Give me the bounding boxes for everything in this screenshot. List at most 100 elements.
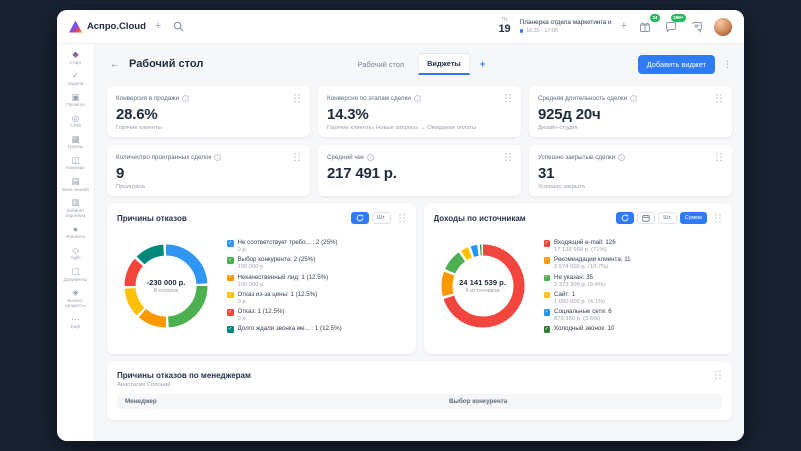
sidebar-item-label: Проекты [66, 102, 84, 107]
chart-title: Доходы по источникам [434, 214, 613, 223]
column-manager[interactable]: Менеджер [125, 398, 449, 405]
sidebar-item-partner[interactable]: ▥Кабинет партнера [57, 195, 94, 221]
kebab-menu-icon[interactable]: ⋮ [723, 59, 732, 70]
drag-handle-icon[interactable] [715, 152, 723, 162]
app-body: ◆Старт✓Задачи▣Проекты◎CRM▦Группы◫Команда… [57, 44, 744, 441]
drag-handle-icon[interactable] [504, 93, 512, 103]
sum-toggle[interactable]: Сумма [680, 212, 707, 224]
legend-checkbox[interactable]: ✓ [544, 326, 551, 333]
drag-handle-icon[interactable] [714, 213, 722, 223]
legend-checkbox[interactable]: ✓ [544, 240, 551, 247]
info-icon[interactable]: i [214, 154, 221, 161]
drag-handle-icon[interactable] [504, 152, 512, 162]
legend-item[interactable]: ✓Некачественный лид: 1 (12.5%)100 000 р. [227, 274, 406, 288]
legend-checkbox[interactable]: ✓ [227, 326, 234, 333]
legend-texts: Выбор конкурента: 2 (25%)100 000 р. [238, 256, 316, 270]
sidebar-item-label: Команда [66, 165, 85, 170]
sidebar-item-team[interactable]: ◫Команда [57, 153, 94, 174]
calendar-date[interactable]: Пт 19 [498, 18, 510, 35]
sidebar-item-crm[interactable]: ◎CRM [57, 110, 94, 131]
legend-item[interactable]: ✓Сайт: 11 000 000 р. (4.1%) [544, 291, 723, 305]
add-widget-button[interactable]: Добавить виджет [638, 55, 715, 74]
count-toggle[interactable]: Шт. [658, 212, 676, 224]
legend-checkbox[interactable]: ✓ [544, 292, 551, 299]
legend-checkbox[interactable]: ✓ [544, 257, 551, 264]
info-icon[interactable]: i [618, 154, 625, 161]
comment-icon[interactable] [688, 18, 705, 35]
legend-checkbox[interactable]: ✓ [544, 275, 551, 282]
stat-widget-title: Успешно закрытые сделки [538, 154, 615, 161]
stat-widget-title: Конверсия в продажи [116, 95, 179, 102]
sidebar-item-finance[interactable]: ●Финансы [57, 222, 94, 243]
documents-icon: ▢ [71, 267, 79, 276]
tab-add-button[interactable]: + [480, 59, 486, 70]
legend-checkbox[interactable]: ✓ [227, 292, 234, 299]
sidebar-item-more[interactable]: ⋯Ещё [57, 311, 94, 332]
brand[interactable]: Аспро.Cloud [69, 21, 146, 33]
sidebar-item-label: Задачи [68, 81, 83, 86]
sidebar-item-processes[interactable]: ◈Бизнес-процессы [57, 285, 94, 311]
managers-filter[interactable]: Анастасия Солонай [117, 382, 722, 388]
legend-item[interactable]: ✓Рекомендации клиента: 112 574 000 р. (1… [544, 256, 723, 270]
legend-checkbox[interactable]: ✓ [227, 275, 234, 282]
sidebar-item-label: Финансы [66, 234, 85, 239]
chat-icon[interactable]: 299+ [662, 18, 679, 35]
refresh-toggle[interactable] [616, 212, 634, 224]
gift-icon[interactable]: 24 [636, 18, 653, 35]
legend-texts: Отказ: 1 (12.5%)0 р. [238, 308, 285, 322]
quick-create-button[interactable]: + [155, 21, 161, 32]
sidebar-item-projects[interactable]: ▣Проекты [57, 89, 94, 110]
stat-widget-header: Количество проигранных сделокi [116, 152, 301, 162]
sidebar-item-tasks[interactable]: ✓Задачи [57, 68, 94, 89]
stat-widget-value: 28.6% [116, 106, 301, 123]
back-button[interactable]: ← [107, 56, 123, 72]
stat-widget-value: 217 491 р. [327, 165, 512, 182]
sidebar-item-start[interactable]: ◆Старт [57, 47, 94, 68]
drag-handle-icon[interactable] [715, 93, 723, 103]
legend-item[interactable]: ✓ Выбор конкурента: 2 (25%)100 000 р. [227, 256, 406, 270]
legend-item[interactable]: ✓Не указан: 352 273 300 р. (9.4%) [544, 274, 723, 288]
legend-item[interactable]: ✓Не соответствует требо... : 2 (25%)0 р. [227, 239, 406, 253]
drag-handle-icon[interactable] [714, 370, 722, 380]
sidebar-item-documents[interactable]: ▢Документы [57, 264, 94, 285]
legend-item[interactable]: ✓Социальные сети: 6879 350 р. (3.6%) [544, 308, 723, 322]
user-avatar[interactable] [714, 18, 732, 36]
tab-desktop[interactable]: Рабочий стол [354, 55, 408, 74]
page-header: ← Рабочий стол Рабочий стол Виджеты + До… [107, 46, 732, 82]
count-toggle[interactable]: Шт. [372, 212, 390, 224]
legend-checkbox[interactable]: ✓ [227, 257, 234, 264]
knowledge-icon: ▤ [71, 177, 79, 186]
legend-label: Сайт: 1 [554, 291, 605, 298]
legend-sublabel: 0 р. [238, 247, 338, 253]
sidebar-item-groups[interactable]: ▦Группы [57, 132, 94, 153]
drag-handle-icon[interactable] [293, 152, 301, 162]
legend-item[interactable]: ✓ Отказ: 1 (12.5%)0 р. [227, 308, 406, 322]
drag-handle-icon[interactable] [398, 213, 406, 223]
donut-chart: -230 000 р. 8 отказов [117, 237, 215, 335]
drag-handle-icon[interactable] [293, 93, 301, 103]
topbar: Аспро.Cloud + Пт 19 Планерка отдела марк… [57, 10, 744, 44]
legend-item[interactable]: ✓Входящий e-mail: 12617 139 999 р. (71%) [544, 239, 723, 253]
info-icon[interactable]: i [630, 95, 637, 102]
legend-label: Рекомендации клиента: 11 [554, 256, 631, 263]
calendar-event[interactable]: Планерка отдела маркетинга и 16:30 - 17:… [520, 19, 612, 35]
legend-label: Входящий e-mail: 126 [554, 239, 616, 246]
info-icon[interactable]: i [367, 154, 374, 161]
legend-item[interactable]: ✓Холодный звонок: 10 [544, 325, 723, 333]
legend-checkbox[interactable]: ✓ [227, 240, 234, 247]
info-icon[interactable]: i [414, 95, 421, 102]
refresh-toggle[interactable] [351, 212, 369, 224]
legend-item[interactable]: ✓Отказ из-за цены: 1 (12.5%)0 р. [227, 291, 406, 305]
period-toggle[interactable] [637, 212, 655, 224]
add-event-button[interactable]: + [621, 21, 627, 32]
info-icon[interactable]: i [182, 95, 189, 102]
legend-checkbox[interactable]: ✓ [227, 309, 234, 316]
legend-item[interactable]: ✓Долго ждали звонка ме... : 1 (12.5%) [227, 325, 406, 333]
sidebar-item-agile[interactable]: ◇Agile [57, 243, 94, 264]
projects-icon: ▣ [71, 93, 79, 102]
tab-widgets[interactable]: Виджеты [418, 53, 470, 75]
search-icon[interactable] [170, 18, 187, 35]
sidebar-item-knowledge[interactable]: ▤База знаний [57, 174, 94, 195]
legend-checkbox[interactable]: ✓ [544, 309, 551, 316]
column-reason[interactable]: Выбор конкурента [449, 398, 714, 405]
